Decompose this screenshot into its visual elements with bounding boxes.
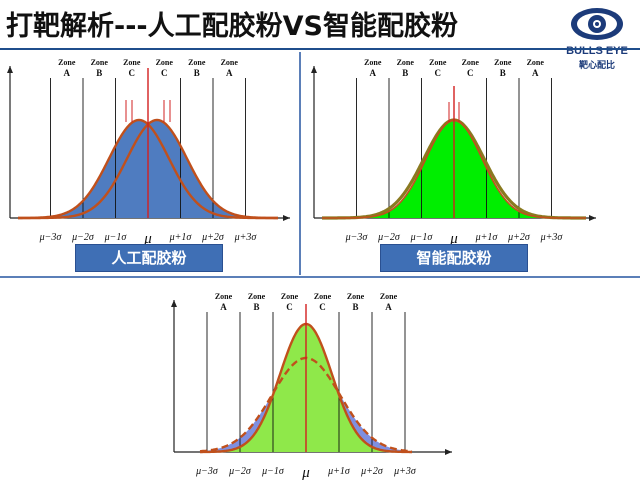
sigma-tick-label: μ+2σ — [507, 232, 531, 243]
sigma-tick-label: μ — [143, 231, 152, 246]
sigma-tick-label: μ+1σ — [327, 466, 351, 477]
zone-word-label: Zone — [347, 292, 365, 301]
sigma-tick-label: μ+1σ — [475, 232, 499, 243]
y-axis-arrow-icon — [171, 300, 177, 307]
sigma-tick-label: μ−2σ — [377, 232, 401, 243]
zone-letter-label: A — [64, 68, 71, 78]
zone-word-label: Zone — [281, 292, 299, 301]
sigma-tick-label: μ — [449, 231, 458, 246]
zone-letter-label: B — [194, 68, 200, 78]
sigma-tick-label: μ−3σ — [39, 232, 63, 243]
zone-word-label: Zone — [221, 58, 239, 67]
zone-letter-label: B — [402, 68, 408, 78]
zone-letter-label: A — [226, 68, 233, 78]
zone-letter-label: C — [467, 68, 474, 78]
title-underline — [0, 48, 640, 50]
vertical-divider — [299, 52, 301, 275]
page-title: 打靶解析---人工配胶粉VS智能配胶粉 — [6, 11, 458, 42]
manual-mix-label: 人工配胶粉 — [75, 244, 223, 272]
zone-letter-label: A — [220, 302, 227, 312]
sigma-tick-label: μ−2σ — [71, 232, 95, 243]
zone-letter-label: C — [435, 68, 442, 78]
x-axis-arrow-icon — [283, 215, 290, 221]
zone-letter-label: C — [129, 68, 136, 78]
zone-letter-label: B — [500, 68, 506, 78]
zone-word-label: Zone — [494, 58, 512, 67]
y-axis-arrow-icon — [7, 66, 13, 73]
zone-letter-label: B — [96, 68, 102, 78]
x-axis-arrow-icon — [445, 449, 452, 455]
zone-word-label: Zone — [215, 292, 233, 301]
zone-letter-label: C — [161, 68, 168, 78]
zone-letter-label: A — [370, 68, 377, 78]
sigma-tick-label: μ+2σ — [201, 232, 225, 243]
zone-letter-label: C — [286, 302, 293, 312]
zone-word-label: Zone — [91, 58, 109, 67]
zone-word-label: Zone — [248, 292, 266, 301]
zone-letter-label: C — [319, 302, 326, 312]
zone-word-label: Zone — [123, 58, 141, 67]
zone-word-label: Zone — [58, 58, 76, 67]
sigma-tick-label: μ+3σ — [393, 466, 417, 477]
sigma-tick-label: μ — [301, 465, 310, 481]
y-axis-arrow-icon — [311, 66, 317, 73]
smart-mix-label: 智能配胶粉 — [380, 244, 528, 272]
zone-word-label: Zone — [380, 292, 398, 301]
bulls-eye-logo: BULLS EYE 靶心配比 — [554, 2, 640, 72]
zone-word-label: Zone — [156, 58, 174, 67]
sigma-tick-label: μ+3σ — [234, 232, 258, 243]
x-axis-arrow-icon — [589, 215, 596, 221]
sigma-tick-label: μ−1σ — [104, 232, 128, 243]
zone-word-label: Zone — [397, 58, 415, 67]
zone-word-label: Zone — [364, 58, 382, 67]
sigma-tick-label: μ−3σ — [345, 232, 369, 243]
horizontal-divider — [0, 276, 640, 278]
zone-letter-label: B — [352, 302, 358, 312]
sigma-tick-label: μ−2σ — [228, 466, 252, 477]
zone-word-label: Zone — [429, 58, 447, 67]
zone-word-label: Zone — [462, 58, 480, 67]
logo-subtitle: 靶心配比 — [578, 60, 615, 70]
zone-word-label: Zone — [527, 58, 545, 67]
zone-letter-label: A — [385, 302, 392, 312]
zone-word-label: Zone — [314, 292, 332, 301]
sigma-tick-label: μ−1σ — [261, 466, 285, 477]
bulls-eye-logo-icon — [571, 8, 623, 40]
zone-letter-label: B — [253, 302, 259, 312]
sigma-tick-label: μ+1σ — [169, 232, 193, 243]
zone-letter-label: A — [532, 68, 539, 78]
sigma-tick-label: μ−3σ — [195, 466, 219, 477]
sigma-tick-label: μ−1σ — [410, 232, 434, 243]
sigma-tick-label: μ+2σ — [360, 466, 384, 477]
zone-word-label: Zone — [188, 58, 206, 67]
sigma-tick-label: μ+3σ — [540, 232, 564, 243]
